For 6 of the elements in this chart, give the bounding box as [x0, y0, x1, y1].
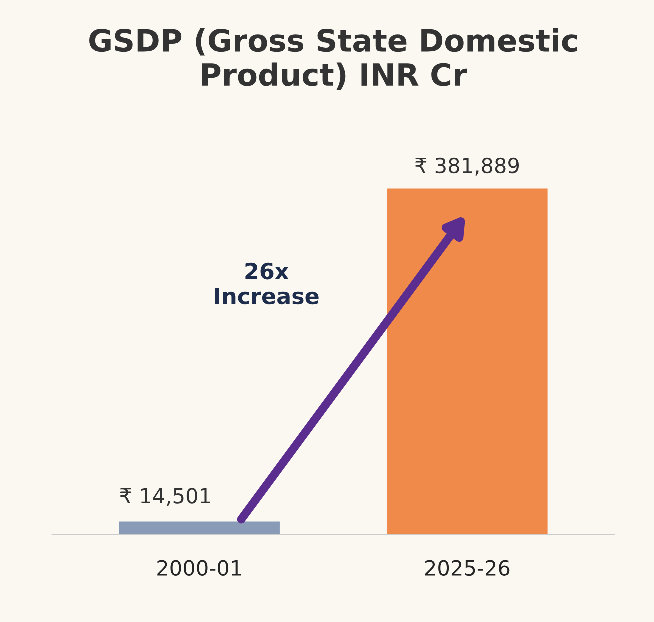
annotation: 26x Increase [215, 262, 319, 305]
chart-title: GSDP (Gross State Domestic Product) INR Cr [90, 28, 578, 90]
x-tick-label: 2025-26 [425, 560, 510, 576]
data-label: ₹ 381,889 [416, 158, 520, 176]
x-tick-label: 2000-01 [158, 560, 242, 576]
data-label: ₹ 14,501 [120, 488, 210, 506]
